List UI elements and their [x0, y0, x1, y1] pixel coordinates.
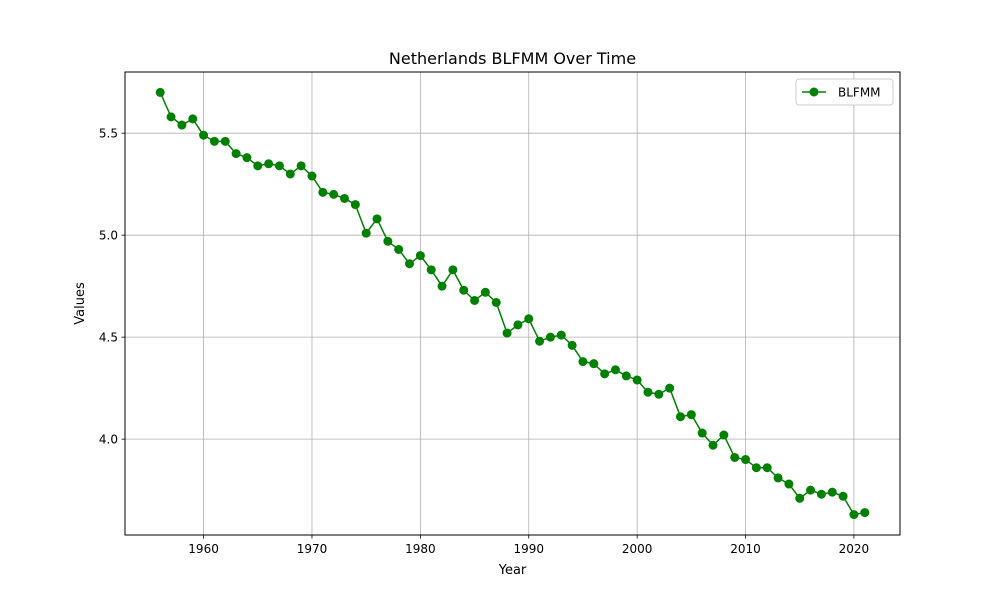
- grid: [125, 72, 900, 535]
- x-tick-label: 1990: [513, 542, 544, 556]
- y-tick-label: 4.0: [99, 433, 118, 447]
- data-point: [730, 452, 740, 462]
- data-point: [318, 187, 328, 197]
- x-tick-label: 1980: [405, 542, 436, 556]
- data-point: [296, 161, 306, 171]
- data-point: [719, 430, 729, 440]
- data-point: [264, 159, 274, 169]
- x-tick-label: 2000: [622, 542, 653, 556]
- data-point: [860, 508, 870, 518]
- y-axis-ticks: 4.0 4.5 5.0 5.5: [99, 127, 125, 447]
- data-point: [177, 120, 187, 130]
- legend-box: [795, 78, 894, 106]
- data-point: [480, 287, 490, 297]
- data-point: [437, 281, 447, 291]
- data-point: [502, 328, 512, 338]
- data-point: [361, 228, 371, 238]
- y-axis-label: Values: [73, 282, 88, 325]
- data-point: [838, 491, 848, 501]
- data-point: [589, 359, 599, 369]
- data-point: [231, 149, 241, 159]
- data-point: [556, 330, 566, 340]
- data-point: [339, 193, 349, 203]
- legend-label: BLFMM: [838, 86, 881, 100]
- y-tick-label: 5.0: [99, 229, 118, 243]
- data-point: [199, 130, 209, 140]
- data-point: [686, 410, 696, 420]
- y-tick-label: 4.5: [99, 331, 118, 345]
- legend: BLFMM: [795, 78, 894, 106]
- data-point: [643, 387, 653, 397]
- data-point: [491, 297, 501, 307]
- data-point: [795, 493, 805, 503]
- data-point: [415, 251, 425, 261]
- data-point: [405, 259, 415, 269]
- data-point: [274, 161, 284, 171]
- data-point: [253, 161, 263, 171]
- data-point: [773, 473, 783, 483]
- data-point: [545, 332, 555, 342]
- data-point: [329, 189, 339, 199]
- data-point: [708, 440, 718, 450]
- data-point: [806, 485, 816, 495]
- data-point: [621, 371, 631, 381]
- data-point: [784, 479, 794, 489]
- x-tick-label: 1970: [297, 542, 328, 556]
- chart-title: Netherlands BLFMM Over Time: [389, 49, 636, 68]
- data-point: [751, 463, 761, 473]
- data-point: [155, 87, 165, 97]
- data-point: [816, 489, 826, 499]
- data-point: [372, 214, 382, 224]
- data-point: [665, 383, 675, 393]
- x-axis-label: Year: [498, 563, 527, 578]
- data-point: [166, 112, 176, 122]
- data-point: [394, 244, 404, 254]
- data-point: [697, 428, 707, 438]
- data-point: [524, 314, 534, 324]
- data-point: [762, 463, 772, 473]
- x-tick-label: 1960: [188, 542, 219, 556]
- data-point: [448, 265, 458, 275]
- x-tick-label: 2020: [839, 542, 870, 556]
- data-point: [188, 114, 198, 124]
- data-point: [220, 136, 230, 146]
- data-point: [849, 510, 859, 520]
- data-point: [350, 200, 360, 210]
- data-point: [741, 455, 751, 465]
- data-point: [209, 136, 219, 146]
- data-point: [285, 169, 295, 179]
- data-point: [600, 369, 610, 379]
- data-point: [632, 375, 642, 385]
- data-point: [654, 389, 664, 399]
- data-point: [242, 153, 252, 163]
- data-point: [535, 336, 545, 346]
- data-point: [578, 357, 588, 367]
- series-BLFMM: [155, 87, 870, 520]
- x-axis-ticks: 1960 1970 1980 1990 2000 2010 2020: [188, 535, 869, 556]
- x-tick-label: 2010: [730, 542, 761, 556]
- data-point: [827, 487, 837, 497]
- legend-marker-swatch: [809, 87, 819, 97]
- data-point: [307, 171, 317, 181]
- data-point: [470, 295, 480, 305]
- data-point: [459, 285, 469, 295]
- data-point: [513, 320, 523, 330]
- data-point: [383, 236, 393, 246]
- data-point: [567, 340, 577, 350]
- data-point: [676, 412, 686, 422]
- plot-frame: [124, 71, 901, 536]
- y-tick-label: 5.5: [99, 127, 118, 141]
- data-point: [610, 365, 620, 375]
- data-point: [426, 265, 436, 275]
